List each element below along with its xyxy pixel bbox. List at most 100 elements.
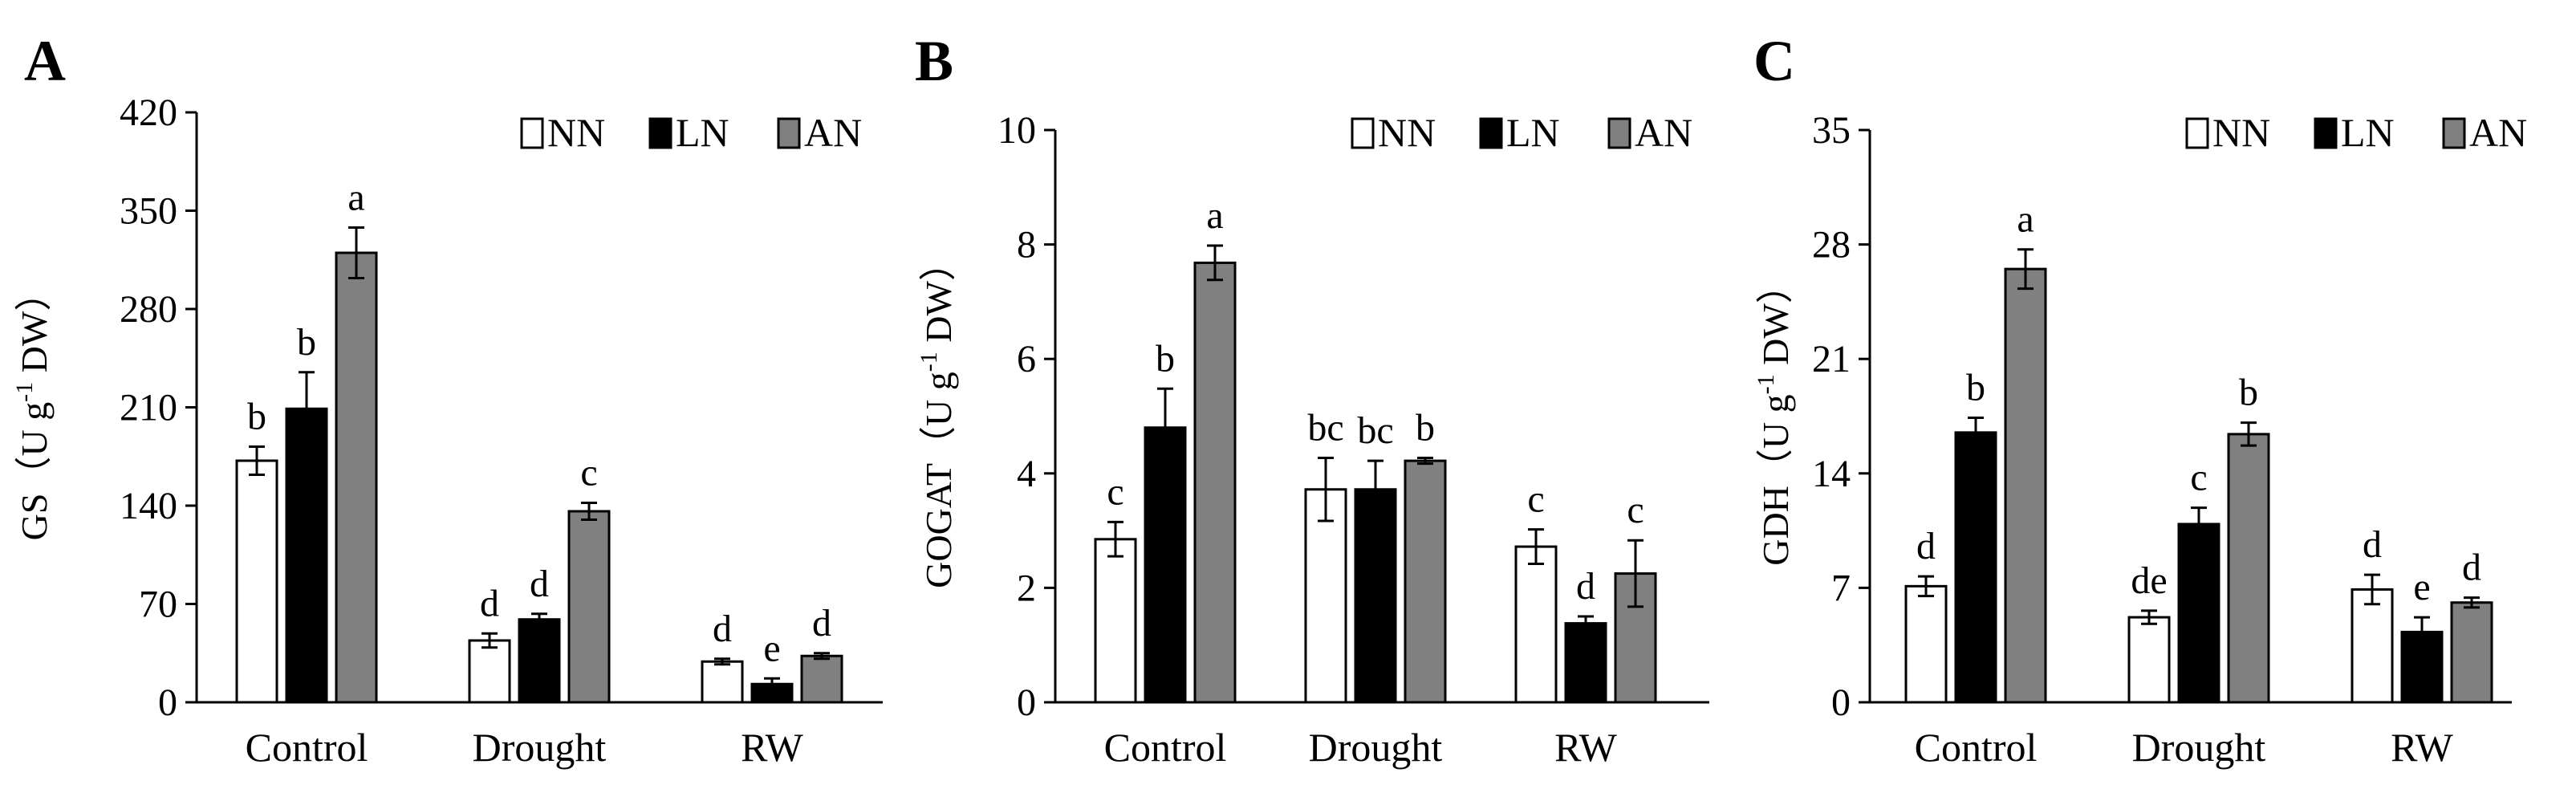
y-axis-label: GOGAT（U g-1 DW） [916, 244, 959, 588]
error-bar [348, 226, 364, 279]
y-tick-label: 10 [997, 109, 1036, 152]
legend-swatch-ln [2314, 117, 2338, 149]
significance-letter: b [297, 321, 316, 364]
bar-ln-control [1954, 431, 1997, 704]
legend-label-ln: LN [1506, 110, 1560, 155]
significance-letter: de [2131, 559, 2167, 602]
significance-letter: bc [1357, 409, 1393, 452]
legend-swatch-nn [520, 117, 544, 149]
error-bar [2464, 596, 2480, 609]
bar-an-rw [800, 654, 843, 704]
bar-nn-rw [2350, 588, 2394, 704]
y-tick-label: 8 [1017, 224, 1036, 266]
significance-letter: b [1416, 407, 1435, 449]
legend-swatch-nn [1351, 117, 1375, 149]
error-bar [2017, 248, 2034, 291]
x-category-label: Drought [473, 725, 607, 770]
legend-swatch-an [2442, 117, 2466, 149]
significance-letter: d [1916, 525, 1936, 567]
bar-an-control [1193, 261, 1237, 704]
bar-ln-control [285, 407, 328, 704]
significance-letter: e [763, 627, 780, 669]
significance-letter: bc [1307, 407, 1343, 449]
y-tick-label: 350 [120, 190, 177, 233]
y-tick-label: 35 [1812, 109, 1851, 152]
y-axis-label: GS（U g-1 DW） [11, 274, 55, 541]
significance-letter: b [247, 396, 266, 438]
significance-letter: b [2239, 372, 2258, 414]
legend-label-ln: LN [2341, 110, 2395, 155]
error-bar [1578, 615, 1594, 632]
error-bar [714, 657, 730, 666]
significance-letter: d [1576, 565, 1595, 608]
significance-letter: d [530, 563, 549, 605]
bar-an-drought [1404, 459, 1447, 704]
error-bar [1918, 575, 1934, 598]
legend-label-an: AN [2469, 110, 2527, 155]
significance-letter: c [1527, 478, 1544, 521]
y-tick-label: 420 [120, 91, 177, 134]
error-bar [481, 632, 498, 649]
y-tick-label: 140 [120, 485, 177, 527]
x-category-label: Control [1915, 725, 2038, 770]
bar-an-control [335, 251, 378, 704]
y-tick-label: 0 [1831, 681, 1851, 724]
bar-nn-drought [468, 639, 511, 704]
panel-letter: C [1753, 29, 1795, 93]
significance-letter: d [713, 608, 732, 650]
y-tick-label: 210 [120, 387, 177, 429]
legend-swatch-ln [1479, 117, 1503, 149]
y-tick-label: 2 [1017, 567, 1036, 609]
significance-letter: a [1206, 194, 1223, 237]
significance-letter: c [1107, 470, 1123, 513]
y-tick-label: 0 [158, 681, 177, 724]
bar-an-rw [2450, 601, 2493, 704]
bar-ln-control [1144, 426, 1187, 704]
error-bar [249, 445, 265, 476]
bar-ln-drought [518, 618, 561, 704]
error-bar [1207, 244, 1223, 282]
bar-nn-drought [1304, 488, 1347, 704]
legend-swatch-an [777, 117, 801, 149]
x-category-label: RW [741, 725, 804, 770]
bar-ln-rw [1564, 622, 1607, 704]
error-bar [1627, 539, 1644, 608]
significance-letter: e [2413, 566, 2430, 608]
legend-label-nn: NN [547, 110, 605, 155]
significance-letter: d [2363, 523, 2382, 566]
error-bar [2364, 573, 2380, 606]
legend: NN LN AN [2185, 110, 2527, 155]
significance-letter: d [812, 602, 831, 645]
x-category-label: Drought [1309, 725, 1443, 770]
legend-label-an: AN [804, 110, 862, 155]
x-category-label: Control [246, 725, 368, 770]
bar-nn-rw [1514, 545, 1558, 704]
significance-letter: a [347, 177, 364, 219]
panel-letter: B [915, 29, 953, 93]
error-bar [814, 652, 830, 661]
error-bar [1157, 387, 1173, 468]
error-bar [2414, 616, 2430, 649]
panel-a: A 0 70 140 210 280 350 420 GS（U g-1 DW） bb a Contro… [11, 29, 883, 770]
x-category-label: RW [2391, 725, 2454, 770]
error-bar [581, 502, 597, 521]
y-tick-label: 21 [1812, 338, 1851, 380]
significance-letter: d [2462, 547, 2481, 589]
significance-letter: c [580, 452, 597, 494]
legend-label-ln: LN [676, 110, 729, 155]
error-bar [2191, 506, 2207, 542]
y-tick-label: 7 [1831, 567, 1851, 609]
bar-nn-control [1904, 584, 1948, 704]
error-bar [764, 677, 780, 691]
y-tick-label: 0 [1017, 681, 1036, 724]
significance-letter: d [480, 582, 499, 624]
legend-label-an: AN [1635, 110, 1692, 155]
error-bar [1417, 457, 1433, 466]
legend-swatch-ln [648, 117, 672, 149]
significance-letter: b [1966, 367, 1985, 409]
x-category-label: Control [1104, 725, 1227, 770]
legend: NN LN AN [1351, 110, 1692, 155]
error-bar [531, 612, 547, 627]
